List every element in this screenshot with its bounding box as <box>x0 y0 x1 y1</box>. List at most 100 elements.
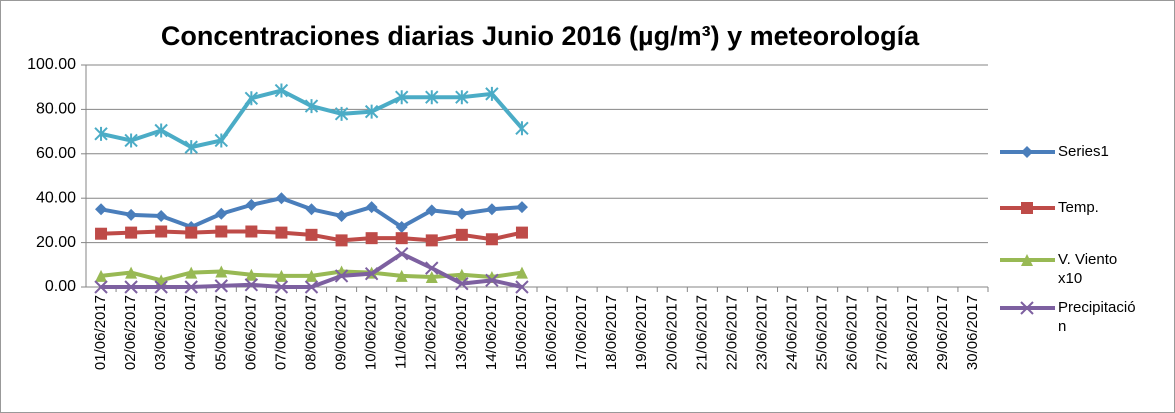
marker <box>305 269 318 282</box>
marker <box>214 133 229 148</box>
marker <box>515 266 528 279</box>
marker <box>334 106 349 121</box>
x-tick-label: 07/06/2017 <box>272 295 289 370</box>
marker <box>425 271 438 284</box>
x-tick-label: 26/06/2017 <box>844 295 861 370</box>
marker <box>275 192 288 205</box>
marker <box>455 207 468 220</box>
marker <box>304 280 319 294</box>
marker <box>245 198 258 211</box>
marker <box>215 207 228 220</box>
marker <box>95 227 108 240</box>
marker <box>515 121 529 136</box>
x-tick-label: 11/06/2017 <box>393 295 410 369</box>
x-tick-label: 15/06/2017 <box>513 295 530 370</box>
x-tick-label: 29/06/2017 <box>934 295 951 370</box>
legend-label: Series1 <box>1058 143 1109 160</box>
marker <box>455 90 469 105</box>
marker <box>124 133 138 148</box>
marker <box>274 83 289 98</box>
x-tick-label: 18/06/2017 <box>603 295 620 370</box>
marker <box>94 280 108 294</box>
marker <box>154 123 168 138</box>
x-tick-label: 30/06/2017 <box>964 295 981 370</box>
x-tick-label: 12/06/2017 <box>423 295 440 370</box>
marker <box>305 203 318 216</box>
marker <box>184 140 198 155</box>
marker <box>244 91 259 106</box>
marker <box>334 269 349 283</box>
marker <box>485 273 499 288</box>
x-tick-label: 14/06/2017 <box>483 295 500 370</box>
x-tick-label: 06/06/2017 <box>242 295 259 370</box>
marker <box>154 280 168 294</box>
marker <box>185 266 198 279</box>
x-tick-label: 16/06/2017 <box>543 295 560 370</box>
chart-title: Concentraciones diarias Junio 2016 (µg/m… <box>161 21 920 51</box>
marker <box>155 209 168 222</box>
marker <box>425 261 439 275</box>
marker <box>244 278 259 292</box>
x-tick-label: 09/06/2017 <box>333 295 350 370</box>
x-tick-label: 10/06/2017 <box>363 295 380 370</box>
y-tick-label: 20.00 <box>36 234 76 251</box>
x-tick-label: 01/06/2017 <box>92 295 109 370</box>
legend-label: Temp. <box>1058 199 1099 216</box>
x-tick-label: 24/06/2017 <box>784 295 801 370</box>
marker <box>455 276 469 291</box>
marker <box>125 266 138 279</box>
marker <box>395 269 408 282</box>
x-tick-label: 21/06/2017 <box>693 295 710 370</box>
marker <box>304 99 319 114</box>
marker <box>394 246 409 261</box>
marker <box>1020 301 1034 315</box>
marker <box>515 280 529 294</box>
marker <box>155 225 168 238</box>
y-tick-label: 0.00 <box>45 278 76 295</box>
marker <box>275 226 288 239</box>
x-tick-label: 08/06/2017 <box>302 295 319 370</box>
marker <box>95 269 108 282</box>
marker <box>124 280 138 294</box>
marker <box>245 268 258 281</box>
marker <box>125 208 138 221</box>
marker <box>365 232 378 245</box>
marker <box>515 201 528 214</box>
marker <box>394 90 409 105</box>
x-tick-label: 04/06/2017 <box>182 295 199 370</box>
marker <box>275 269 288 282</box>
x-tick-label: 20/06/2017 <box>663 295 680 370</box>
marker <box>395 221 408 234</box>
x-tick-label: 23/06/2017 <box>753 295 770 370</box>
marker <box>335 234 348 247</box>
x-tick-label: 03/06/2017 <box>152 295 169 370</box>
marker <box>485 233 498 246</box>
marker <box>185 226 198 239</box>
marker <box>425 234 438 247</box>
marker <box>335 209 348 222</box>
marker <box>364 104 379 119</box>
x-tick-label: 28/06/2017 <box>904 295 921 370</box>
marker <box>305 228 318 241</box>
x-tick-label: 22/06/2017 <box>723 295 740 370</box>
marker <box>395 232 408 245</box>
x-tick-label: 25/06/2017 <box>814 295 831 370</box>
x-tick-label: 17/06/2017 <box>573 295 590 370</box>
y-tick-label: 100.00 <box>27 56 76 73</box>
marker <box>1021 146 1033 158</box>
marker <box>365 201 378 214</box>
marker <box>425 90 439 105</box>
marker <box>455 228 468 241</box>
legend-label: Precipitación <box>1058 299 1136 335</box>
marker <box>425 204 438 217</box>
y-tick-label: 80.00 <box>36 101 76 118</box>
marker <box>184 280 198 294</box>
marker <box>215 225 228 238</box>
marker <box>215 265 228 278</box>
x-tick-label: 27/06/2017 <box>874 295 891 370</box>
y-tick-label: 60.00 <box>36 145 76 162</box>
legend-label: V. Viento x10 <box>1058 251 1118 287</box>
